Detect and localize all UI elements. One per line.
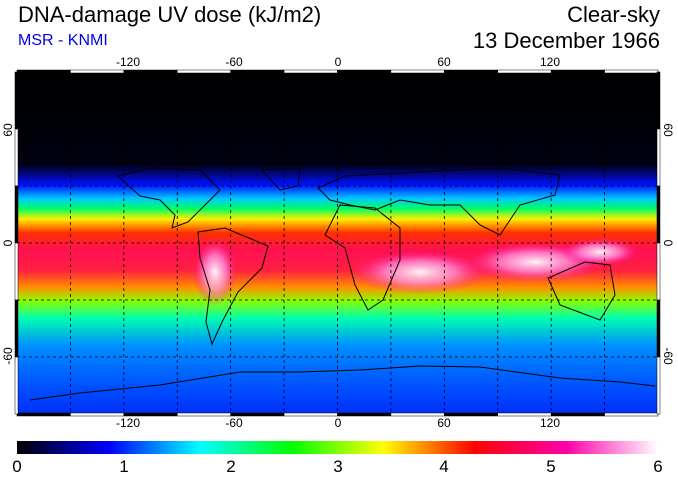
frame-tick-bar	[656, 185, 661, 244]
colorbar-label: 6	[653, 457, 663, 476]
coast-south-america	[197, 227, 269, 346]
lat-tick-left: 0	[1, 239, 15, 246]
frame-tick-bar	[230, 69, 285, 74]
frame-tick-bar	[14, 185, 19, 244]
frame-ticks	[14, 69, 661, 417]
frame-tick-bar	[444, 69, 499, 74]
colorbar-label: 5	[546, 457, 556, 476]
graticule	[17, 72, 658, 414]
lon-tick-bottom: -60	[225, 416, 243, 430]
lon-tick-top: 60	[437, 55, 451, 69]
frame-tick-bar	[337, 69, 392, 74]
frame-tick-bar	[14, 356, 19, 415]
frame-tick-bar	[656, 299, 661, 358]
frame-tick-bar	[177, 412, 231, 417]
frame-tick-bar	[70, 69, 125, 74]
hotspot-south-atlantic-africa	[350, 250, 490, 294]
frame-tick-bar	[656, 356, 661, 415]
frame-tick-bar	[14, 71, 19, 130]
lat-tick-left: 60	[1, 123, 15, 137]
frame-tick-bar	[14, 299, 19, 358]
coastlines	[29, 167, 656, 401]
frame-tick-bar	[283, 412, 338, 417]
lon-tick-top: -120	[116, 55, 140, 69]
sky-condition-label: Clear-sky	[567, 2, 660, 27]
map-title: DNA-damage UV dose (kJ/m2)	[18, 2, 322, 27]
colorbar-label: 0	[12, 457, 22, 476]
frame-tick-bar	[550, 69, 605, 74]
hotspot-australia-north	[560, 238, 640, 266]
lat-tick-right: 0	[661, 240, 675, 247]
lat-tick-right: 60	[661, 123, 675, 137]
frame-tick-bar	[604, 69, 659, 74]
frame-tick-bar	[283, 69, 338, 74]
frame-tick-bar	[497, 69, 552, 74]
hotspot-south-america	[193, 238, 237, 306]
date-label: 13 December 1966	[472, 28, 660, 53]
frame-tick-bar	[16, 412, 71, 417]
colorbar	[17, 441, 658, 454]
source-label: MSR - KNMI	[18, 32, 108, 49]
coast-europe-asia	[317, 167, 561, 236]
frame-tick-bar	[123, 69, 178, 74]
coast-australia	[547, 261, 616, 321]
lon-tick-top: -60	[225, 55, 243, 69]
colorbar-label: 3	[333, 457, 343, 476]
frame-tick-bar	[444, 412, 499, 417]
colorbar-label: 1	[119, 457, 129, 476]
lon-tick-bottom: -120	[116, 416, 140, 430]
coast-africa	[324, 204, 401, 311]
colorbar-label: 4	[439, 457, 449, 476]
frame-tick-bar	[604, 412, 659, 417]
colorbar-label: 2	[226, 457, 236, 476]
lon-tick-bottom: 120	[540, 416, 560, 430]
frame-tick-bar	[337, 412, 392, 417]
frame-tick-bar	[390, 69, 445, 74]
lon-tick-bottom: 0	[335, 416, 342, 430]
lon-tick-bottom: 60	[437, 416, 451, 430]
frame-tick-bar	[390, 412, 445, 417]
coast-antarctica	[29, 365, 656, 401]
frame-tick-bar	[177, 69, 231, 74]
frame-tick-bar	[656, 71, 661, 130]
lat-tick-right: -60	[661, 347, 675, 365]
lon-tick-top: 0	[335, 55, 342, 69]
frame-tick-bar	[656, 128, 661, 187]
frame-tick-bar	[14, 242, 19, 301]
lat-tick-left: -60	[1, 347, 15, 365]
coast-north-america	[116, 167, 221, 229]
frame-tick-bar	[14, 128, 19, 187]
frame-tick-bar	[16, 69, 71, 74]
coast-greenland	[260, 167, 301, 191]
lon-tick-top: 120	[540, 55, 560, 69]
frame-tick-bar	[656, 242, 661, 301]
